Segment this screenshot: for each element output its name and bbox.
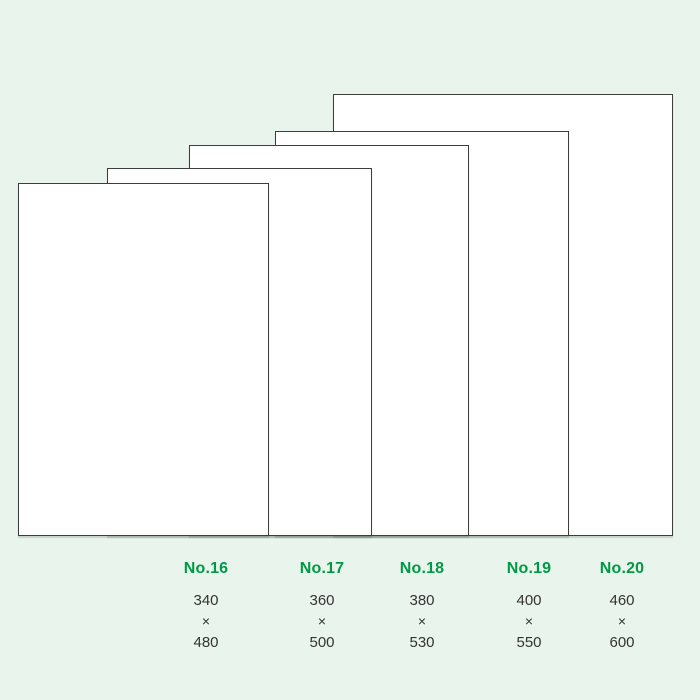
size-height: 550 [516, 634, 542, 651]
size-label-column-no19: No.19 400 × 550 [507, 561, 552, 653]
size-name: No.16 [183, 560, 229, 577]
size-width: 380 [409, 592, 435, 609]
multiply-sign: × [617, 613, 627, 629]
size-height: 480 [193, 634, 219, 651]
size-width: 460 [609, 592, 635, 609]
size-width: 360 [309, 592, 335, 609]
size-height: 500 [309, 634, 335, 651]
size-name: No.19 [506, 560, 552, 577]
size-width: 340 [193, 592, 219, 609]
size-label-column-no20: No.20 460 × 600 [600, 561, 645, 653]
size-height: 600 [609, 634, 635, 651]
multiply-sign: × [201, 613, 211, 629]
multiply-sign: × [417, 613, 427, 629]
size-rect-no16 [18, 183, 269, 536]
size-name: No.18 [399, 560, 445, 577]
size-width: 400 [516, 592, 542, 609]
size-label-column-no18: No.18 380 × 530 [400, 561, 445, 653]
size-name: No.20 [599, 560, 645, 577]
size-name: No.17 [299, 560, 345, 577]
size-label-column-no16: No.16 340 × 480 [184, 561, 229, 653]
size-height: 530 [409, 634, 435, 651]
multiply-sign: × [524, 613, 534, 629]
multiply-sign: × [317, 613, 327, 629]
size-label-column-no17: No.17 360 × 500 [300, 561, 345, 653]
